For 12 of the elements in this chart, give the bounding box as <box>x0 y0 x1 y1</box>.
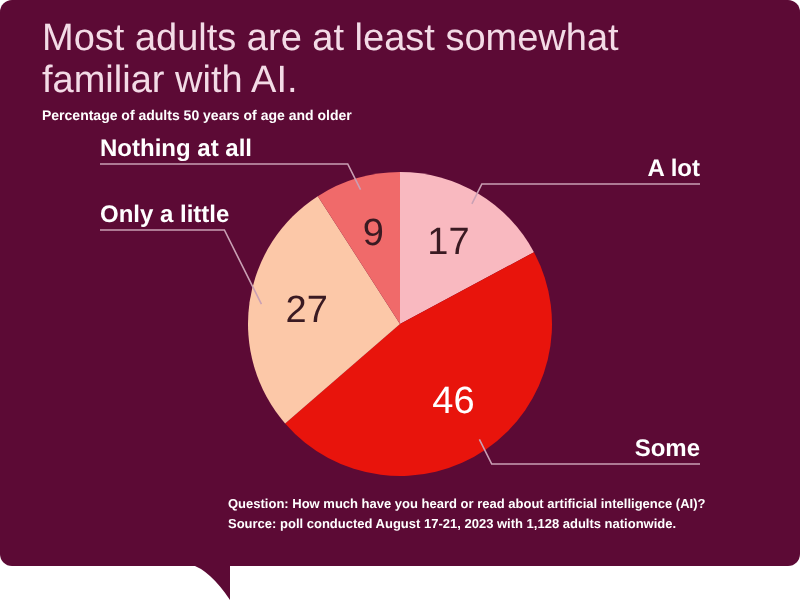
data-label: 9 <box>362 212 385 255</box>
slice-label: Only a little <box>100 200 231 228</box>
data-label: 27 <box>285 289 328 332</box>
chart-title: Most adults are at least somewhat familiar with AI. <box>42 18 621 102</box>
pie-slice <box>285 252 552 476</box>
data-label: 17 <box>427 222 470 265</box>
pie-slice <box>248 196 400 424</box>
data-label: 46 <box>432 380 475 423</box>
slice-label: Nothing at all <box>100 134 252 162</box>
slice-label: Some <box>634 434 701 462</box>
slice-label: A lot <box>647 154 700 182</box>
pie-slice <box>400 172 534 324</box>
